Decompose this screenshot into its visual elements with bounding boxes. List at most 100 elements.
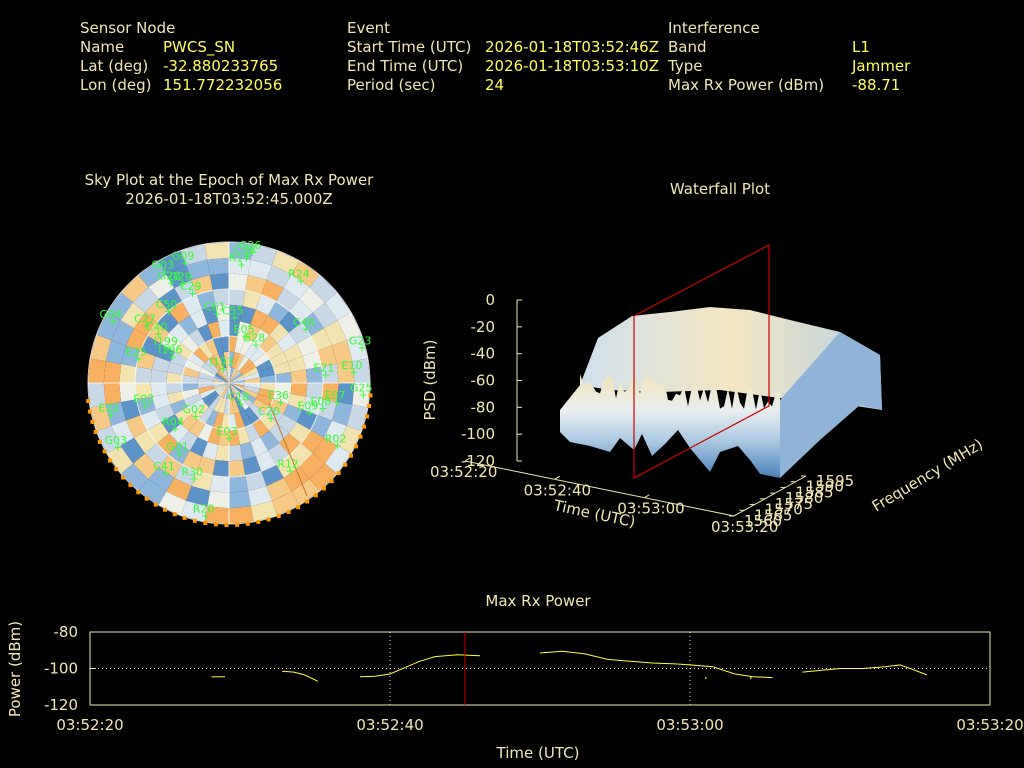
skyplot-cell: [290, 369, 308, 383]
skyplot-cell: [283, 343, 303, 362]
skyplot-cell: [125, 328, 148, 351]
skyplot-cell: [229, 506, 254, 524]
skyplot-cell: [217, 371, 229, 383]
skyplot-cell: [223, 367, 229, 383]
jammer-dot: [349, 453, 353, 458]
satellite-marker: +: [108, 315, 117, 328]
skyplot-cell: [188, 328, 206, 347]
skyplot-cell: [226, 367, 229, 383]
waterfall-chart: 0 -20 -40 -60 -80 -100 -120 PSD (dBm) 03:52:20 03…: [421, 244, 986, 536]
jammer-dot: [336, 471, 341, 476]
skyplot-cell: [133, 453, 159, 479]
skyplot-cell: [188, 419, 206, 438]
satellite-label: E08: [310, 395, 331, 408]
skyplot-cell: [182, 383, 199, 392]
satellite-label: G26: [239, 239, 262, 252]
skyplot-cell: [265, 342, 284, 360]
skyplot-cell: [151, 393, 171, 410]
power-xtick-label: 03:52:20: [56, 716, 123, 734]
skyplot-cell: [283, 404, 303, 423]
skyplot-cell: [191, 275, 213, 295]
skyplot-cell: [324, 420, 347, 446]
skyplot-cell: [266, 265, 292, 288]
skyplot-cell: [188, 398, 205, 414]
skyplot-cell: [289, 422, 311, 444]
skyplot-cell: [167, 391, 185, 405]
skyplot-cell: [256, 359, 274, 373]
jammer-dot: [108, 458, 112, 463]
skyplot-cell: [239, 393, 253, 407]
name-value: PWCS_SN: [163, 38, 236, 56]
skyplot-cell: [239, 359, 253, 373]
satellite-marker: +: [190, 473, 199, 486]
time-tick-label: 03:52:40: [524, 481, 591, 499]
skyplot-cell: [121, 463, 149, 491]
band-value: L1: [852, 38, 870, 56]
lat-label: Lat (deg): [80, 57, 149, 75]
skyplot-cell: [221, 368, 229, 383]
skyplot-cell: [229, 351, 235, 368]
satellite-label: R30: [181, 466, 203, 479]
jammer-dot: [102, 449, 107, 454]
skyplot-cell: [184, 359, 202, 373]
skyplot-cell: [213, 396, 224, 413]
skyplot-cell: [213, 353, 224, 370]
skyplot-cell: [135, 383, 152, 400]
skyplot-cell: [273, 361, 291, 375]
satellite-marker: +: [230, 311, 239, 324]
period-value: 24: [485, 76, 505, 94]
skyplot-cell: [186, 486, 210, 507]
skyplot-cell: [197, 423, 213, 442]
skyplot-cell: [193, 403, 209, 419]
skyplot-cell: [229, 429, 240, 446]
skyplot-cell: [207, 491, 229, 509]
skyplot-cell: [140, 409, 162, 430]
skyplot-cell: [105, 340, 126, 364]
skyplot-cell: [229, 383, 235, 399]
skyplot-cell: [245, 423, 261, 442]
skyplot-cell: [208, 355, 222, 371]
jammer-dot: [305, 499, 310, 504]
skyplot-cell: [218, 352, 227, 369]
satellite-marker: +: [166, 277, 175, 290]
skyplot-cell: [229, 336, 238, 353]
lon-value: 151.772232056: [163, 76, 283, 94]
skyplot-cell: [325, 445, 352, 474]
satellite-label: E25: [126, 346, 147, 359]
lat-value: -32.880233765: [163, 57, 279, 75]
psd-tick-label: -20: [471, 318, 496, 336]
skyplot-cell: [147, 322, 169, 344]
skyplot-cell: [310, 415, 333, 438]
skyplot-cell: [202, 305, 219, 325]
skyplot-cell: [207, 427, 221, 445]
skyplot-cell: [223, 351, 229, 368]
skyplot-cell: [182, 388, 200, 400]
skyplot-cell: [138, 260, 167, 287]
freq-tick-label: 1570: [765, 501, 803, 519]
satellite-label: C18: [228, 390, 250, 403]
skyplot-cell: [150, 383, 168, 397]
satellite-marker: +: [358, 341, 367, 354]
psd-tick-label: -60: [471, 372, 496, 390]
skyplot-cell: [204, 242, 229, 260]
satellite-label: G29: [169, 271, 192, 284]
skyplot-cell: [317, 399, 337, 421]
skyplot-cell: [279, 433, 301, 455]
skyplot-cell: [283, 467, 310, 492]
waterfall-front-surface: [560, 374, 780, 478]
skyplot-cell: [244, 407, 260, 424]
satellite-marker: +: [251, 338, 260, 351]
satellite-marker: +: [242, 330, 251, 343]
skyplot-cell: [215, 444, 229, 462]
skyplot-cell: [210, 475, 229, 493]
jammer-dot: [144, 496, 149, 501]
satellite-label: G01: [166, 441, 189, 454]
jammer-dot: [136, 490, 141, 495]
skyplot-cell: [244, 342, 260, 359]
skyplot-cell: [205, 338, 219, 356]
satellite-label: E07: [325, 389, 346, 402]
skyplot-cell: [180, 500, 208, 522]
skyplot-cell: [119, 383, 137, 402]
satellite-label: R12: [277, 457, 299, 470]
satellite-label: C61: [204, 301, 226, 314]
